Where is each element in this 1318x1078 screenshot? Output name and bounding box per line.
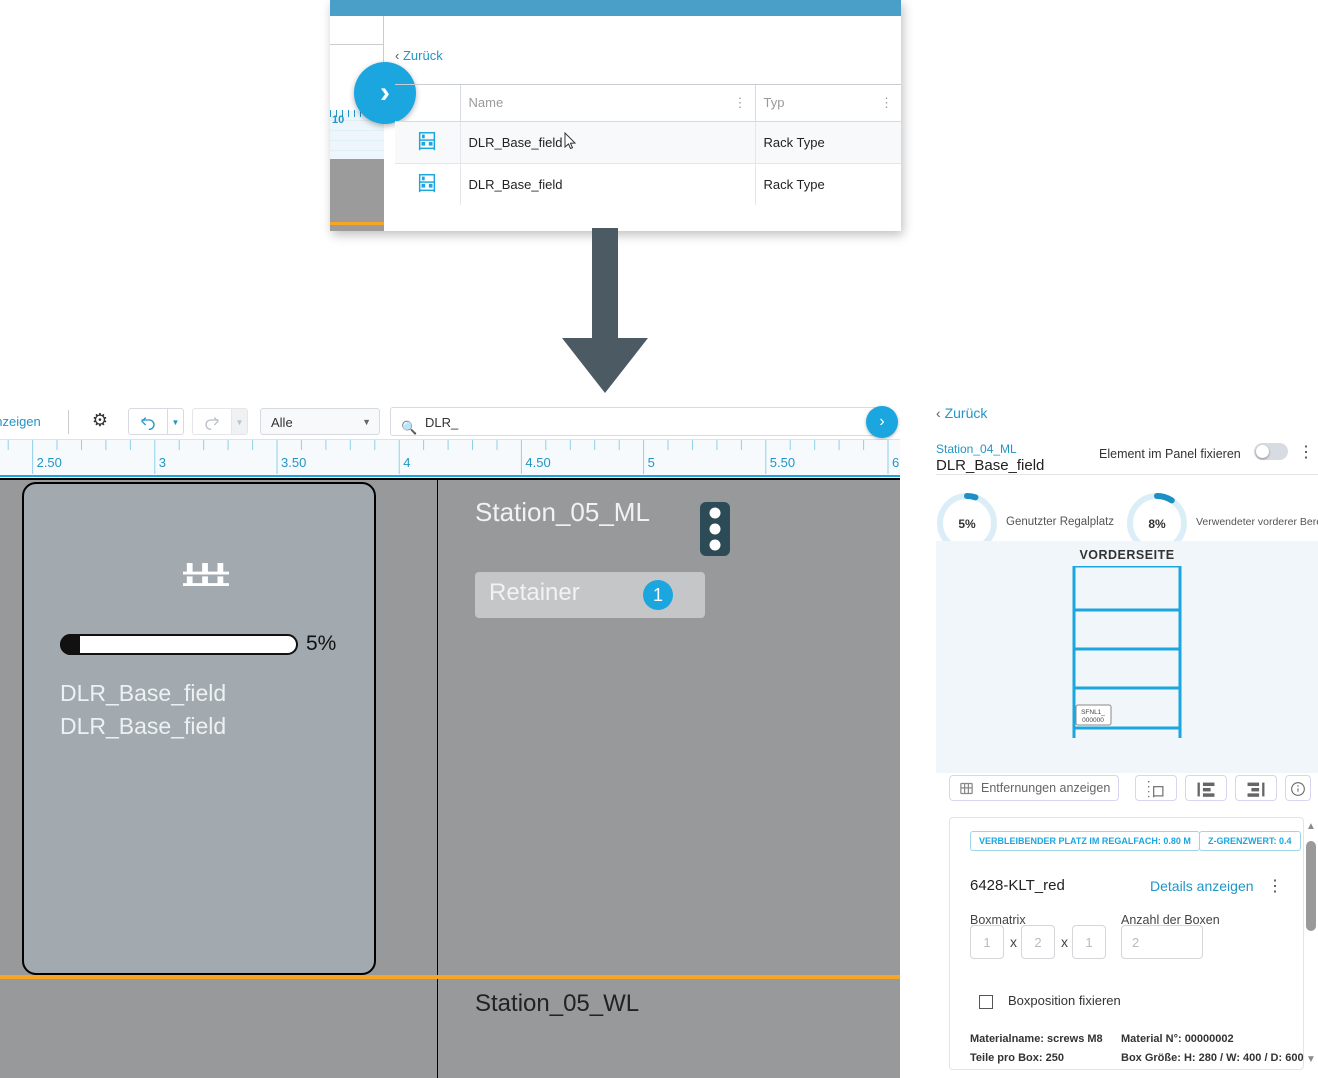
svg-text:4.50: 4.50	[525, 455, 550, 470]
svg-text:2.50: 2.50	[37, 455, 62, 470]
svg-text:5.50: 5.50	[770, 455, 795, 470]
svg-text:6: 6	[892, 455, 899, 470]
svg-text:4: 4	[403, 455, 410, 470]
svg-text:8%: 8%	[1148, 517, 1166, 531]
svg-text:3.50: 3.50	[281, 455, 306, 470]
svg-text:3: 3	[159, 455, 166, 470]
svg-text:5: 5	[648, 455, 655, 470]
svg-text:000000: 000000	[1082, 717, 1104, 724]
svg-text:SFNL1_: SFNL1_	[1081, 709, 1105, 716]
svg-text:5%: 5%	[958, 517, 976, 531]
